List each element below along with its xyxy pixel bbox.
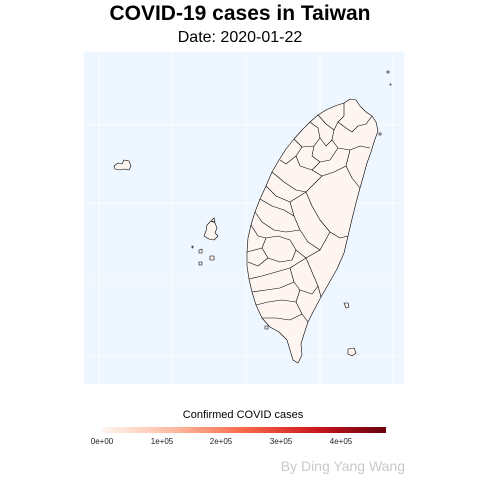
author-caption: By Ding Yang Wang <box>280 458 405 474</box>
legend-tick-label: 1e+05 <box>150 437 174 446</box>
legend-color-bar <box>102 427 386 433</box>
map-title: COVID-19 cases in Taiwan <box>109 2 371 25</box>
map-subtitle: Date: 2020-01-22 <box>177 29 303 46</box>
map-regions <box>113 70 392 364</box>
penghu-islet <box>209 255 215 261</box>
legend-tick-label: 2e+05 <box>209 437 233 446</box>
taiwan-map <box>84 52 404 384</box>
penghu-islet <box>191 245 194 249</box>
legend-tick-label: 3e+05 <box>269 437 293 446</box>
matsu-islet <box>386 70 390 74</box>
legend-tick-label: 4e+05 <box>329 437 353 446</box>
orchid-island <box>347 347 357 357</box>
guishan-island <box>378 132 382 136</box>
legend-tick-marks <box>101 433 342 436</box>
legend-title: Confirmed COVID cases <box>182 409 304 421</box>
taiwan-main-island <box>246 98 379 364</box>
county-boundaries <box>246 103 373 323</box>
map-gridlines <box>84 52 404 384</box>
kinmen-island <box>113 159 132 171</box>
penghu-islet <box>210 217 216 223</box>
legend-tick-label: 0e+00 <box>90 437 114 446</box>
penghu-island <box>203 220 219 241</box>
matsu-islet <box>389 83 392 86</box>
liuqiu-island <box>264 325 269 330</box>
penghu-islet <box>198 248 203 254</box>
map-panel <box>84 52 404 384</box>
penghu-islet <box>198 261 203 266</box>
green-island <box>343 302 350 309</box>
